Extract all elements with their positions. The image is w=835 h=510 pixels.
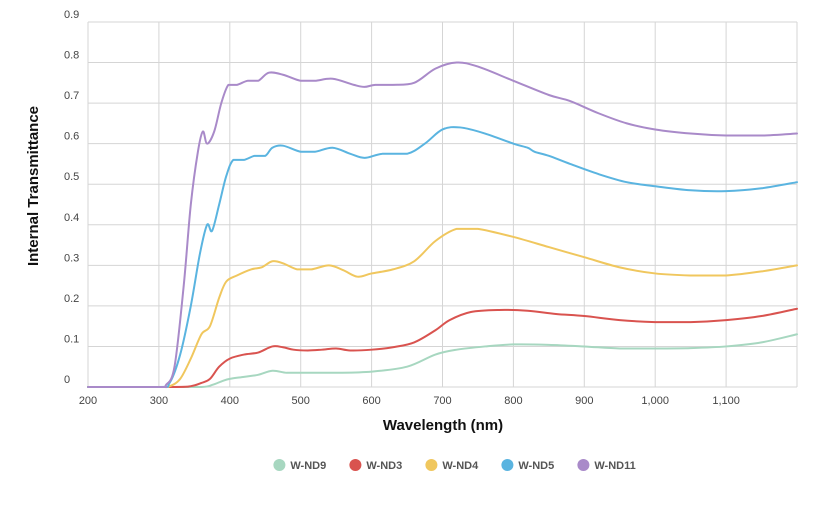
y-tick-label: 0.1	[64, 333, 79, 345]
y-tick-label: 0.6	[64, 131, 79, 143]
y-tick-label: 0.8	[64, 50, 79, 62]
x-tick-label: 500	[292, 395, 310, 407]
x-axis-title: Wavelength (nm)	[383, 417, 503, 434]
x-tick-label: 1,100	[712, 395, 740, 407]
series-line-w-nd11	[87, 61, 798, 389]
legend-swatch	[273, 459, 286, 471]
series-line-w-nd9	[87, 333, 798, 389]
x-tick-label: 600	[362, 395, 380, 407]
series-line-w-nd4	[87, 227, 798, 389]
y-axis-ticks: 0 0.1 0.2 0.3 0.4 0.5 0.6 0.7 0.8 0.9	[64, 9, 79, 386]
legend-swatch	[349, 459, 362, 471]
x-tick-label: 400	[221, 395, 239, 407]
x-axis-ticks: 200 300 400 500 600 700 800 900 1,000 1,100	[79, 395, 740, 407]
x-tick-label: 800	[504, 395, 522, 407]
legend-label: W-ND9	[290, 460, 326, 472]
x-tick-label: 900	[575, 395, 593, 407]
x-tick-label: 200	[79, 395, 97, 407]
legend-label: W-ND3	[366, 460, 402, 472]
legend-swatch	[577, 459, 590, 471]
legend-item-w-nd11[interactable]: W-ND11	[577, 459, 636, 472]
legend-item-w-nd5[interactable]: W-ND5	[501, 459, 554, 472]
y-tick-label: 0.7	[64, 90, 79, 102]
legend-item-w-nd3[interactable]: W-ND3	[349, 459, 402, 472]
y-tick-label: 0.2	[64, 293, 79, 305]
x-tick-label: 300	[150, 395, 168, 407]
legend-label: W-ND5	[518, 460, 554, 472]
legend-swatch	[501, 459, 514, 471]
legend-swatch	[425, 459, 438, 471]
legend: W-ND9 W-ND3 W-ND4 W-ND5 W-ND11	[273, 459, 636, 472]
series-line-w-nd3	[87, 307, 798, 389]
series-lines	[87, 61, 798, 389]
y-tick-label: 0.9	[64, 9, 79, 21]
y-tick-label: 0	[64, 374, 70, 386]
y-tick-label: 0.3	[64, 252, 79, 264]
x-tick-label: 700	[433, 395, 451, 407]
y-tick-label: 0.5	[64, 171, 79, 183]
x-tick-label: 1,000	[641, 395, 669, 407]
y-tick-label: 0.4	[64, 212, 79, 224]
y-axis-title: Internal Transmittance	[25, 106, 42, 266]
series-line-w-nd5	[87, 126, 798, 389]
legend-item-w-nd4[interactable]: W-ND4	[425, 459, 479, 472]
grid-lines	[87, 21, 798, 388]
legend-label: W-ND4	[442, 460, 479, 472]
legend-label: W-ND11	[594, 460, 635, 472]
legend-item-w-nd9[interactable]: W-ND9	[273, 459, 326, 472]
